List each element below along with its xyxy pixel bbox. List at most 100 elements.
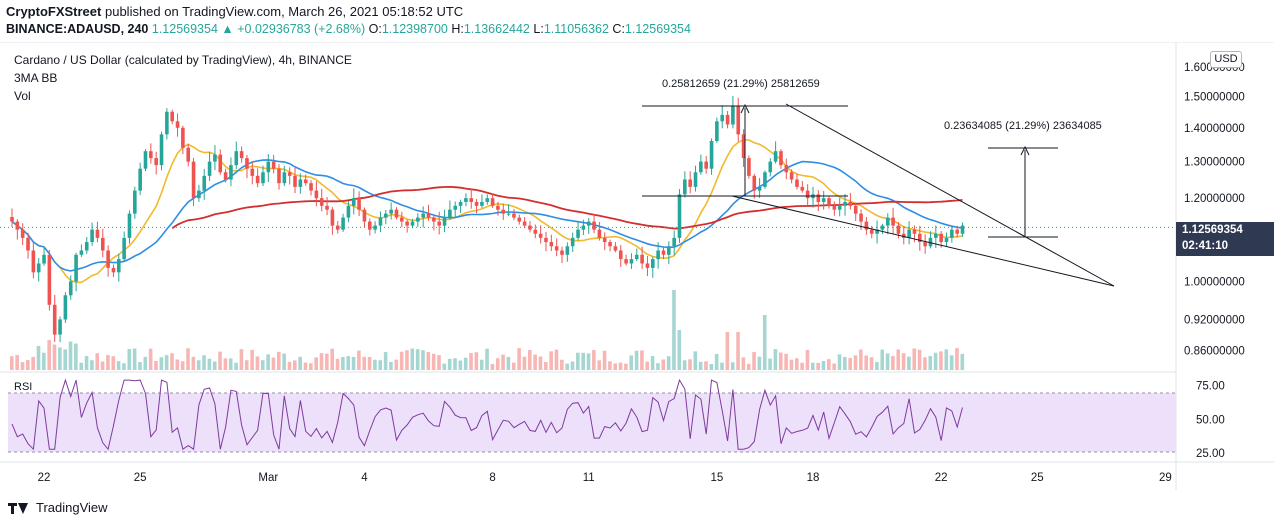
candle-body bbox=[667, 246, 671, 255]
volume-bar bbox=[287, 361, 292, 370]
volume-bar bbox=[10, 356, 14, 370]
volume-bar bbox=[314, 357, 318, 370]
candle-body bbox=[859, 213, 863, 222]
volume-bar bbox=[42, 352, 46, 370]
candle-body bbox=[490, 198, 495, 206]
volume-bar bbox=[228, 358, 233, 370]
volume-bar bbox=[517, 348, 521, 370]
volume-bar bbox=[485, 348, 489, 370]
volume-bar bbox=[725, 332, 730, 370]
volume-bar bbox=[463, 357, 468, 370]
volume-bar bbox=[784, 353, 788, 370]
candle-body bbox=[677, 194, 682, 238]
volume-bar bbox=[479, 359, 484, 370]
last-price-tag: 1.12569354 02:41:10 bbox=[1176, 222, 1274, 256]
volume-bar bbox=[330, 348, 334, 370]
candle-body bbox=[384, 213, 388, 218]
rsi-band bbox=[8, 393, 1176, 452]
candle-body bbox=[741, 134, 746, 159]
candle-body bbox=[207, 161, 212, 176]
candle-body bbox=[581, 225, 586, 230]
volume-bar bbox=[63, 349, 67, 370]
candle-body bbox=[821, 198, 826, 202]
volume-bar bbox=[266, 354, 270, 370]
candle-body bbox=[715, 121, 719, 142]
open-label: O: bbox=[368, 22, 382, 36]
open-value: 1.12398700 bbox=[381, 22, 448, 36]
candle-body bbox=[501, 209, 506, 214]
candle-body bbox=[100, 237, 105, 251]
candle-body bbox=[773, 151, 778, 162]
candle-body bbox=[314, 190, 319, 199]
time-tick-label: 25 bbox=[1031, 472, 1044, 484]
tradingview-logo-icon[interactable] bbox=[8, 501, 30, 515]
candle-body bbox=[448, 209, 452, 218]
footer-brand[interactable]: TradingView bbox=[36, 500, 108, 515]
volume-bar bbox=[640, 350, 644, 370]
candle-body bbox=[528, 225, 532, 230]
wedge-lower-line bbox=[731, 195, 1115, 287]
candle-body bbox=[474, 201, 479, 206]
annotations: 0.25812659 (21.29%) 25812659 0.23634085 (… bbox=[662, 78, 1102, 132]
candle-body bbox=[362, 209, 367, 222]
candle-body bbox=[613, 246, 618, 251]
currency-button[interactable]: USD bbox=[1210, 51, 1242, 68]
candle-body bbox=[453, 205, 458, 210]
volume-bar bbox=[95, 353, 100, 370]
bb-indicator-label[interactable]: 3MA BB bbox=[14, 71, 58, 85]
volume-bar bbox=[106, 355, 110, 370]
candle-body bbox=[335, 225, 340, 230]
volume-indicator-label[interactable]: Vol bbox=[14, 89, 31, 103]
volume-bar bbox=[917, 349, 922, 370]
candle-body bbox=[517, 217, 522, 222]
candle-body bbox=[608, 242, 612, 247]
volume-bar bbox=[511, 362, 516, 370]
change-label: 1.12569354 ▲ +0.02936783 (+2.68%) bbox=[151, 22, 366, 36]
candle-body bbox=[31, 250, 36, 273]
volume-bar bbox=[896, 349, 901, 370]
candle-body bbox=[693, 172, 698, 187]
candle-body bbox=[576, 229, 580, 238]
candle-body bbox=[202, 175, 207, 191]
candle-body bbox=[15, 221, 20, 230]
volume-bar bbox=[474, 352, 479, 370]
symbol-label[interactable]: BINANCE:ADAUSD, 240 bbox=[6, 22, 149, 36]
volume-bar bbox=[437, 355, 441, 370]
candle-body bbox=[624, 259, 628, 264]
volume-bar bbox=[74, 343, 78, 370]
volume-bar bbox=[127, 348, 132, 370]
candle-body bbox=[805, 190, 810, 199]
volume-bar bbox=[853, 355, 858, 370]
candle-body bbox=[255, 175, 260, 184]
volume-bar bbox=[576, 352, 580, 370]
bar-countdown: 02:41:10 bbox=[1182, 240, 1229, 252]
candle-body bbox=[506, 213, 511, 215]
time-tick-label: 22 bbox=[935, 472, 948, 484]
publisher-name[interactable]: CryptoFXStreet bbox=[6, 4, 102, 19]
candle-body bbox=[277, 168, 281, 184]
rsi-indicator-label[interactable]: RSI bbox=[14, 381, 33, 393]
volume-bar bbox=[613, 363, 618, 370]
candle-body bbox=[757, 186, 762, 191]
candle-body bbox=[880, 225, 885, 230]
time-tick-label: Mar bbox=[258, 472, 278, 484]
volume-bar bbox=[116, 361, 121, 370]
volume-bar bbox=[928, 356, 933, 370]
volume-bar bbox=[90, 360, 94, 370]
price-tick-label: 0.86000000 bbox=[1184, 345, 1245, 357]
volume-bar bbox=[693, 351, 698, 370]
chart-title: Cardano / US Dollar (calculated by Tradi… bbox=[14, 53, 352, 67]
volume-bar bbox=[122, 363, 126, 370]
price-chart[interactable]: 0.86000000 0.92000000 1.00000000 1.20000000… bbox=[0, 42, 1274, 500]
volume-bar bbox=[544, 361, 548, 370]
volume-bar bbox=[698, 361, 703, 370]
time-tick-label: 22 bbox=[38, 472, 51, 484]
candle-body bbox=[389, 209, 393, 214]
candle-body bbox=[747, 158, 751, 176]
candle-body bbox=[133, 190, 137, 214]
candle-body bbox=[213, 154, 217, 162]
volume-bar bbox=[207, 358, 212, 370]
measure-2-arrowhead bbox=[1020, 145, 1030, 156]
volume-bar bbox=[506, 356, 511, 370]
candle-body bbox=[426, 213, 431, 218]
